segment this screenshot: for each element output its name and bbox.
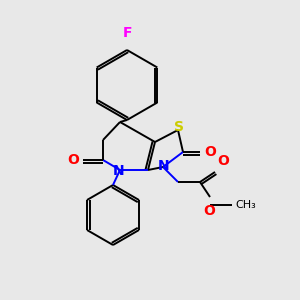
Text: O: O (67, 153, 79, 167)
Text: O: O (204, 145, 216, 159)
Text: F: F (122, 26, 132, 40)
Text: O: O (217, 154, 229, 168)
Text: CH₃: CH₃ (235, 200, 256, 210)
Text: N: N (158, 159, 170, 173)
Text: O: O (203, 204, 215, 218)
Text: N: N (113, 164, 125, 178)
Text: S: S (174, 120, 184, 134)
